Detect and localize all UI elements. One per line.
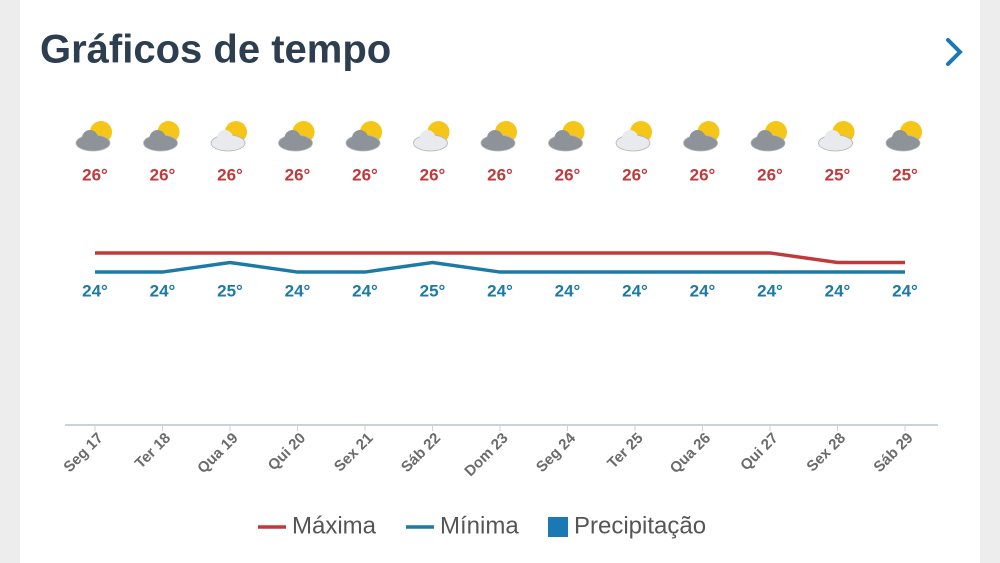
cloud	[689, 130, 706, 146]
data-label: 24°	[757, 281, 783, 300]
weather-icon	[210, 121, 247, 152]
data-label: 26°	[150, 165, 176, 184]
cloud	[622, 130, 638, 146]
weather-icon	[480, 121, 517, 152]
weather-icon	[683, 121, 720, 152]
chevron-button[interactable]	[946, 38, 963, 66]
weather-icon	[885, 121, 922, 152]
cloud	[284, 130, 301, 146]
weather-icon	[615, 121, 652, 152]
cloud	[352, 130, 368, 146]
legend-label: Máxima	[292, 512, 377, 539]
weather-icon	[750, 121, 787, 152]
data-label: 24°	[892, 281, 918, 300]
data-label: 26°	[757, 165, 783, 184]
data-label: 26°	[487, 165, 513, 184]
legend-label: Precipitação	[574, 512, 706, 539]
data-label: 25°	[892, 165, 918, 184]
data-label: 26°	[690, 165, 716, 184]
weather-icon	[548, 121, 585, 152]
data-label: 24°	[825, 281, 851, 300]
cloud	[149, 130, 166, 146]
cloud	[82, 130, 98, 146]
data-label: 26°	[420, 165, 446, 184]
cloud	[554, 130, 571, 146]
data-label: 26°	[352, 165, 378, 184]
data-label: 26°	[622, 165, 648, 184]
cloud	[892, 130, 908, 146]
data-label: 24°	[487, 281, 513, 300]
data-label: 24°	[555, 281, 581, 300]
data-label: 24°	[690, 281, 716, 300]
data-label: 24°	[352, 281, 378, 300]
weather-icon	[75, 121, 112, 152]
data-label: 25°	[825, 165, 851, 184]
weather-icon	[278, 121, 315, 152]
cloud	[757, 130, 773, 146]
data-label: 24°	[285, 281, 311, 300]
legend-swatch	[548, 517, 568, 537]
weather-icon	[413, 121, 450, 152]
cloud	[217, 130, 233, 146]
series-line	[95, 260, 905, 274]
cloud	[419, 130, 436, 146]
cloud	[824, 130, 841, 146]
data-label: 26°	[82, 165, 108, 184]
legend-label: Mínima	[440, 512, 519, 539]
series-line	[95, 251, 905, 265]
cloud	[487, 130, 503, 146]
data-label: 26°	[555, 165, 581, 184]
data-label: 26°	[285, 165, 311, 184]
weather-icon	[345, 121, 382, 152]
data-label: 26°	[217, 165, 243, 184]
card	[20, 0, 980, 563]
chart-title: Gráficos de tempo	[40, 28, 391, 72]
data-label: 24°	[82, 281, 108, 300]
data-label: 24°	[622, 281, 648, 300]
data-label: 24°	[150, 281, 176, 300]
data-label: 25°	[420, 281, 446, 300]
weather-icon	[143, 121, 180, 152]
weather-icon	[818, 121, 855, 152]
data-label: 25°	[217, 281, 243, 300]
